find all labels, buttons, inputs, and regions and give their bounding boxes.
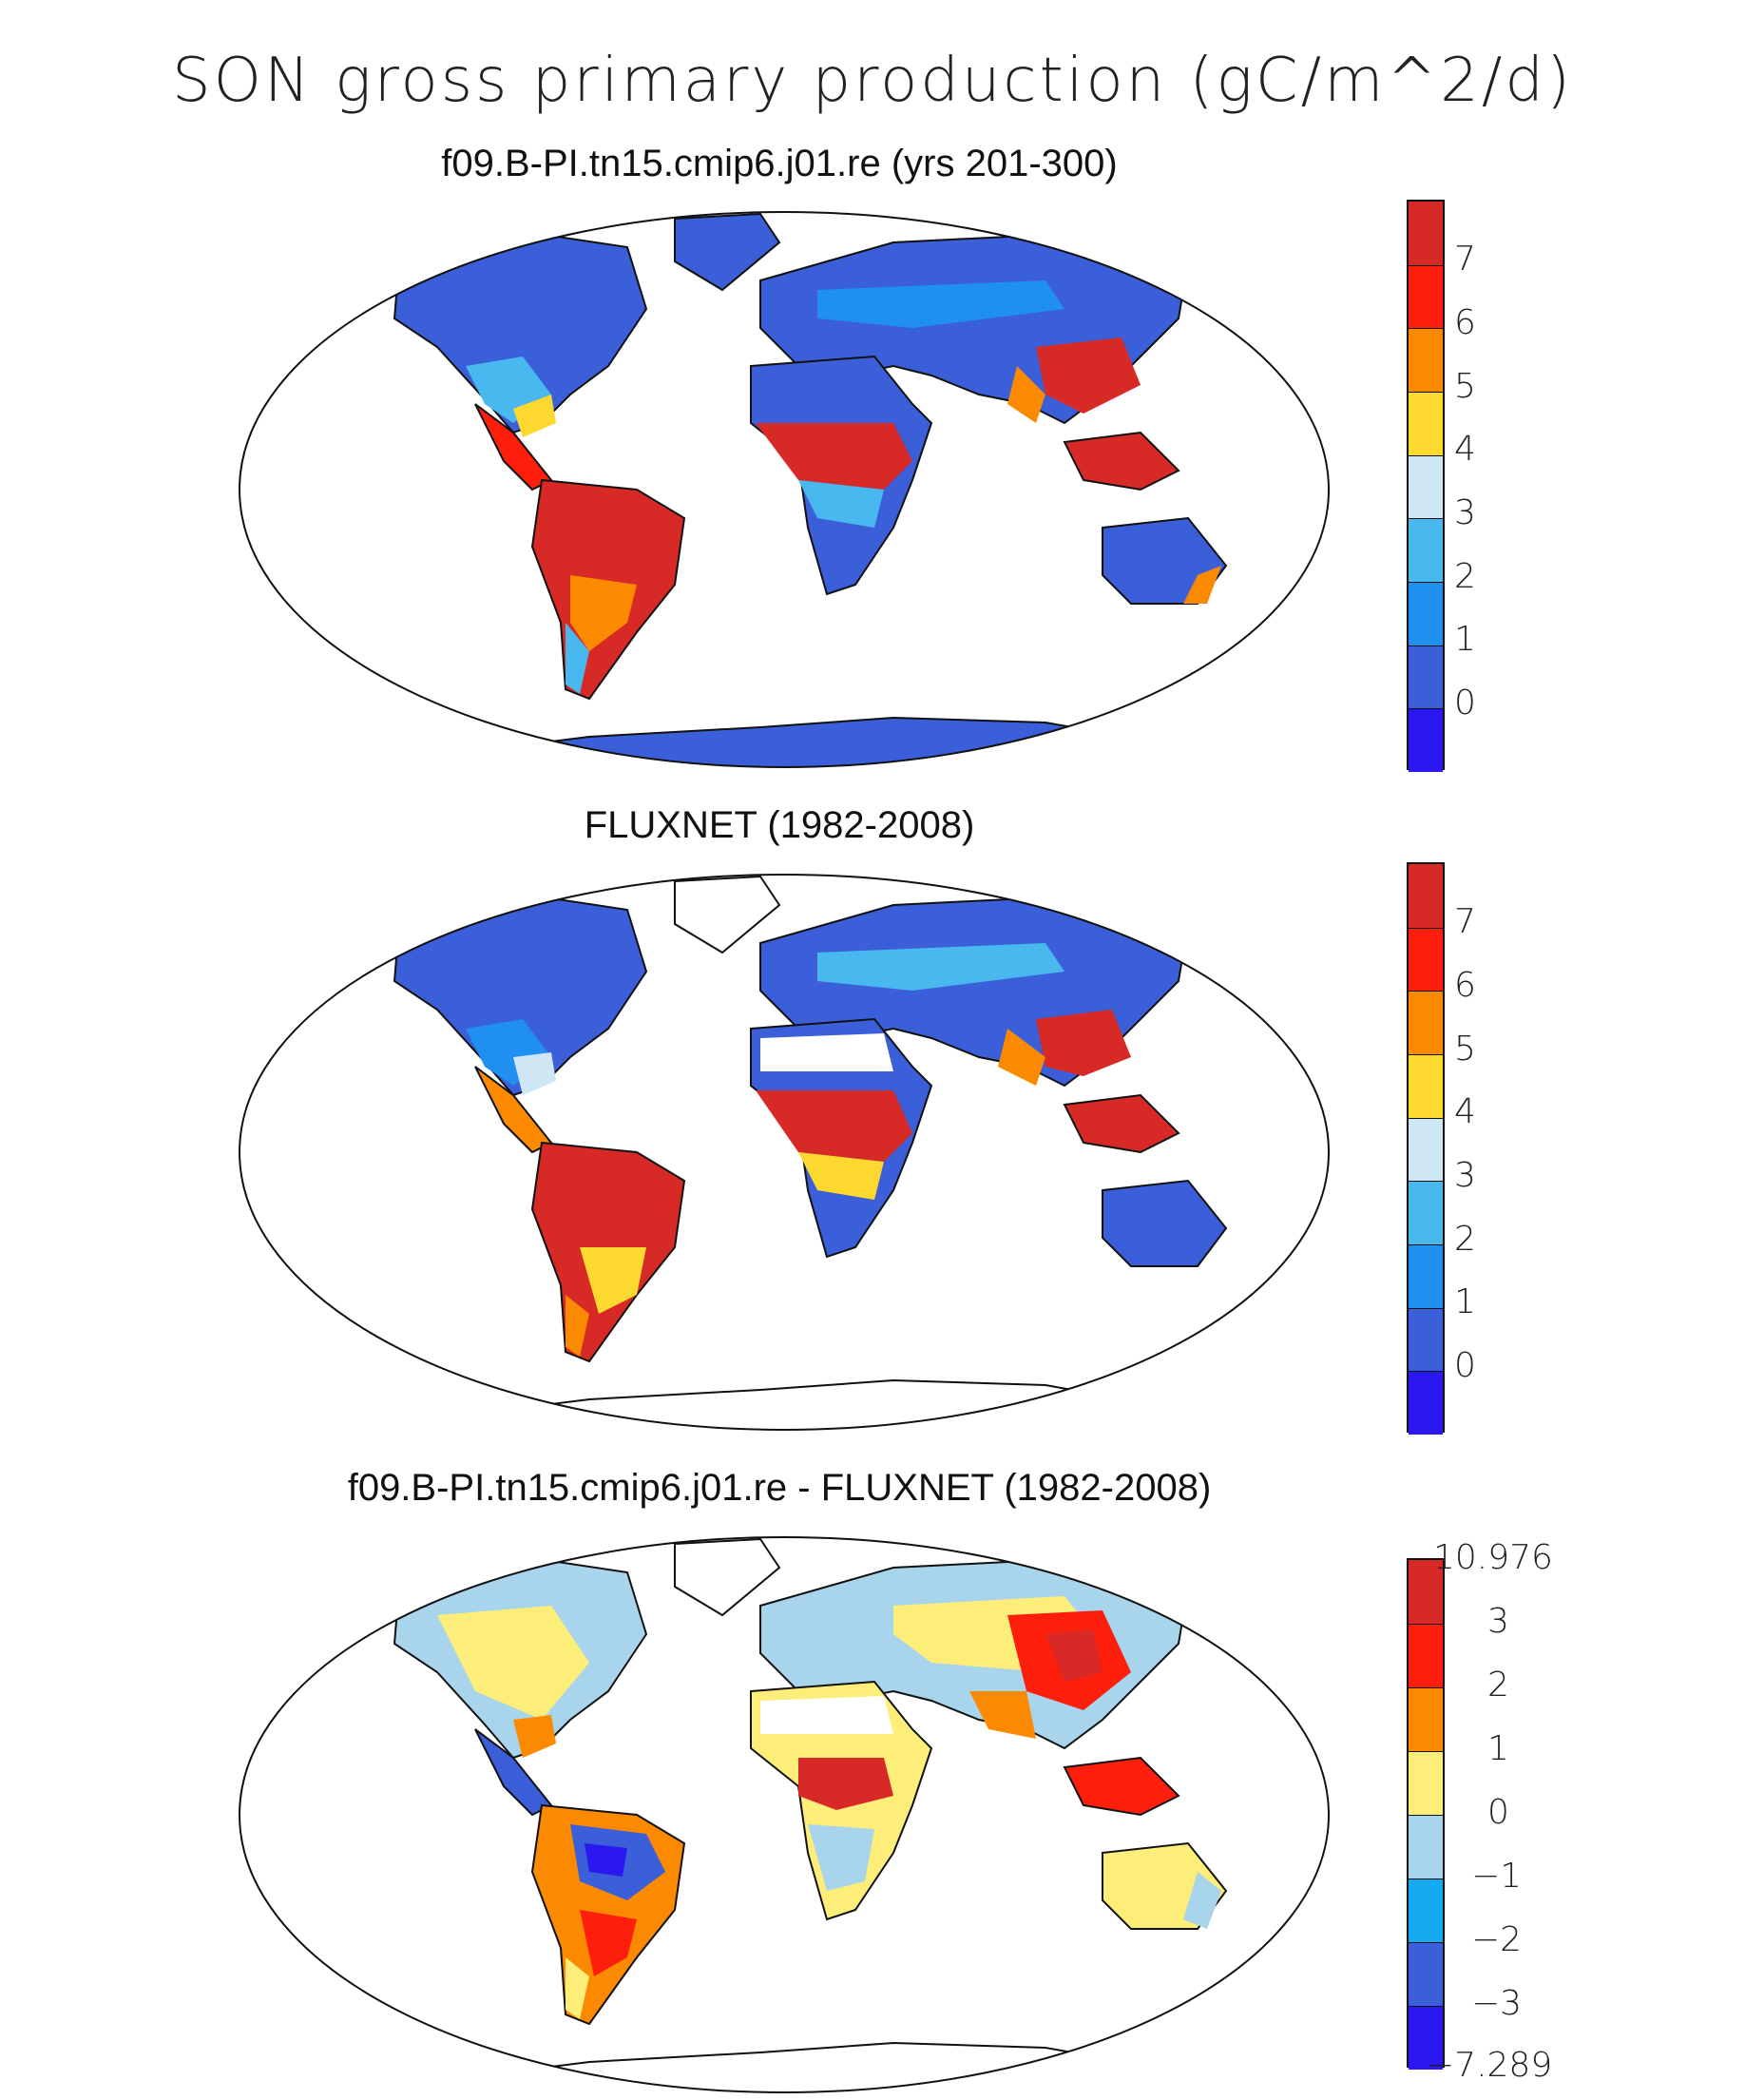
colorbar-3-label-0: 0 bbox=[1487, 1793, 1509, 1832]
map-outline bbox=[239, 211, 1330, 768]
colorbar-2-label-7: 7 bbox=[1454, 902, 1476, 941]
colorbar-2-label-2: 2 bbox=[1454, 1220, 1476, 1259]
colorbar-2-label-1: 1 bbox=[1454, 1282, 1476, 1321]
land-north-america bbox=[393, 894, 648, 1097]
colorbar-3-label-neg1: −1 bbox=[1471, 1857, 1523, 1896]
colorbar-1-label-3: 3 bbox=[1454, 493, 1476, 532]
panel-3-map bbox=[239, 1536, 1330, 2093]
land-north-america bbox=[393, 231, 648, 434]
colorbar-1-label-5: 5 bbox=[1454, 367, 1476, 406]
colorbar-2-label-5: 5 bbox=[1454, 1030, 1476, 1069]
land-greenland bbox=[674, 875, 781, 954]
colorbar-1-label-2: 2 bbox=[1454, 557, 1476, 596]
panel-1-colorbar bbox=[1407, 200, 1445, 772]
colorbar-2-label-0: 0 bbox=[1454, 1346, 1476, 1385]
panel-2-title: FLUXNET (1982-2008) bbox=[584, 804, 975, 846]
panel-2-map bbox=[239, 874, 1330, 1431]
land-indonesia bbox=[1063, 431, 1180, 491]
colorbar-1-label-7: 7 bbox=[1454, 240, 1476, 279]
colorbar-1-label-0: 0 bbox=[1454, 684, 1476, 722]
colorbar-3-label-min: −7.289 bbox=[1426, 2046, 1553, 2085]
colorbar-3-label-1: 1 bbox=[1487, 1729, 1509, 1768]
colorbar-3-label-neg2: −2 bbox=[1471, 1920, 1523, 1959]
land-indonesia bbox=[1063, 1093, 1180, 1154]
land-greenland bbox=[674, 212, 781, 292]
colorbar-2-label-6: 6 bbox=[1454, 966, 1476, 1005]
colorbar-3-label-neg3: −3 bbox=[1471, 1984, 1523, 2023]
colorbar-3-label-3: 3 bbox=[1487, 1602, 1509, 1641]
land-australia bbox=[1102, 1179, 1228, 1267]
panel-3-title: f09.B-PI.tn15.cmip6.j01.re - FLUXNET (19… bbox=[347, 1467, 1212, 1509]
panel-1-title: f09.B-PI.tn15.cmip6.j01.re (yrs 201-300) bbox=[441, 143, 1118, 184]
figure-title: SON gross primary production (gC/m^2/d) bbox=[172, 46, 1573, 116]
panel-1-map bbox=[239, 211, 1330, 768]
land-indonesia bbox=[1063, 1756, 1180, 1817]
colorbar-2-label-4: 4 bbox=[1454, 1092, 1476, 1131]
panel-3-colorbar bbox=[1407, 1558, 1445, 2070]
panel-2-colorbar bbox=[1407, 862, 1445, 1435]
colorbar-1-label-1: 1 bbox=[1454, 620, 1476, 659]
colorbar-3-label-max: 10.976 bbox=[1433, 1538, 1553, 1577]
colorbar-3-label-2: 2 bbox=[1487, 1666, 1509, 1705]
colorbar-1-label-6: 6 bbox=[1454, 303, 1476, 342]
colorbar-2-label-3: 3 bbox=[1454, 1156, 1476, 1195]
land-greenland bbox=[674, 1537, 781, 1617]
colorbar-1-label-4: 4 bbox=[1454, 430, 1476, 469]
map-outline bbox=[239, 874, 1330, 1431]
